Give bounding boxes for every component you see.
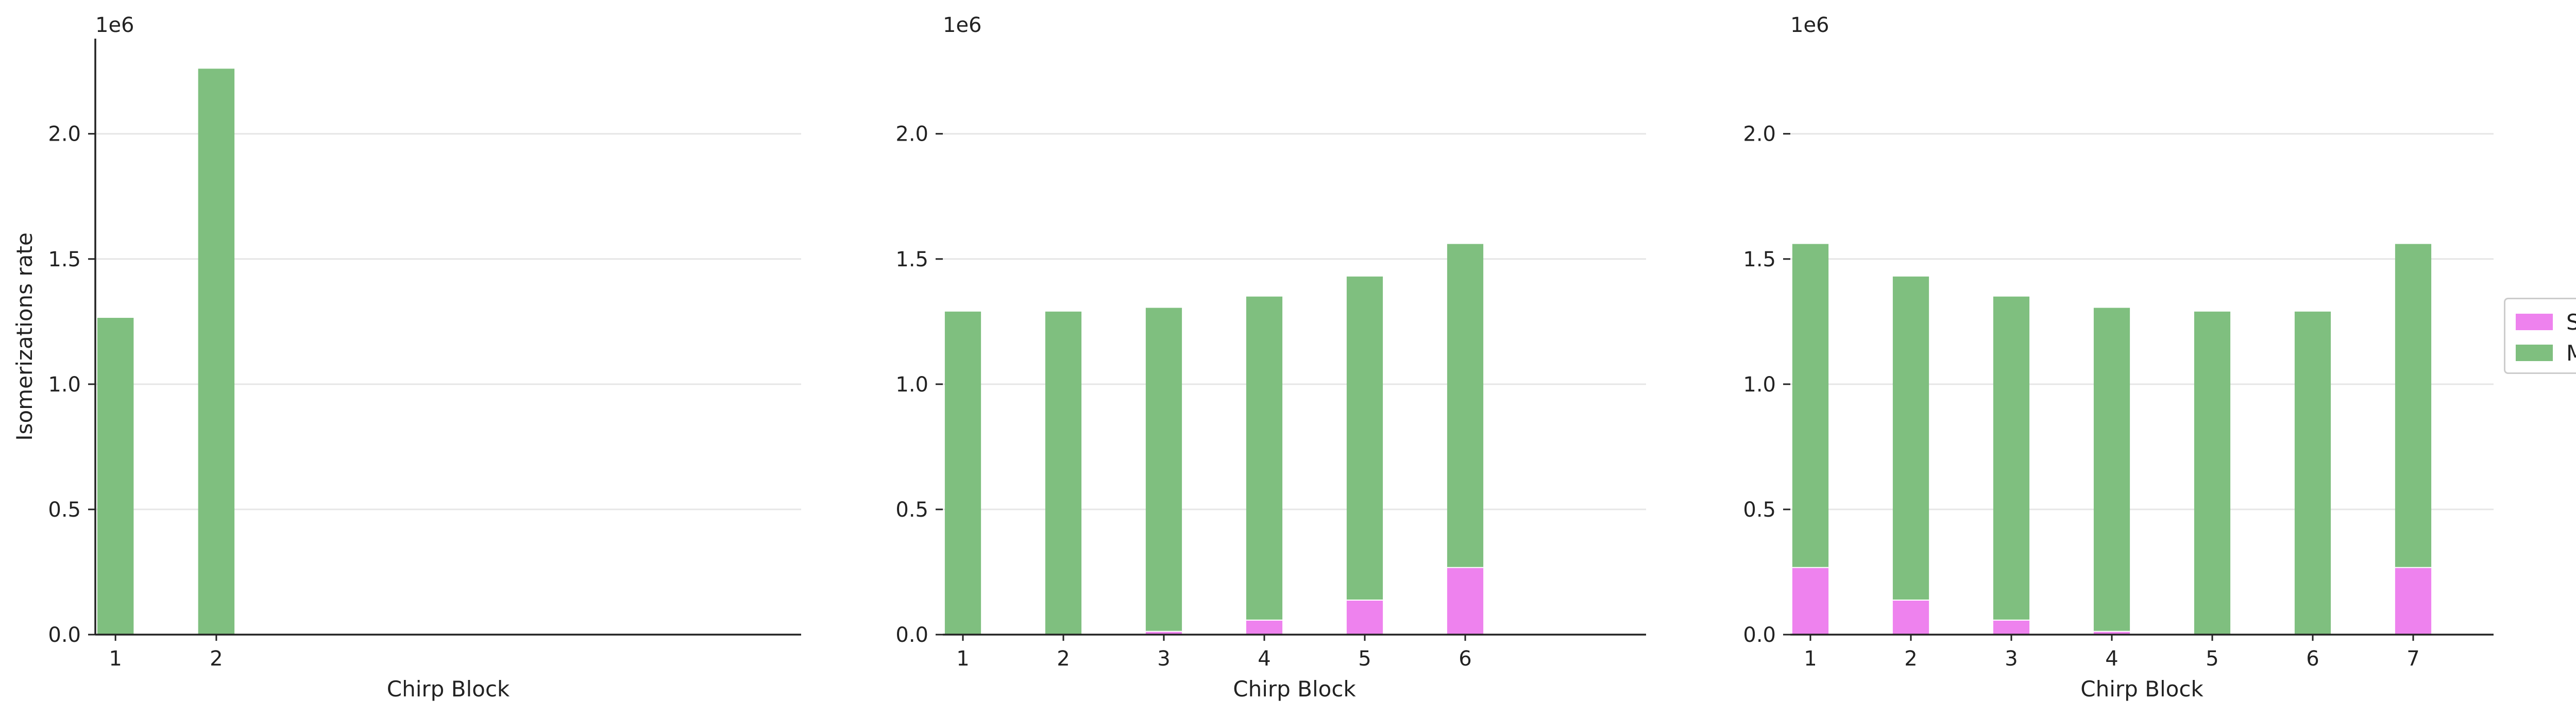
bar-mc [1993, 296, 2030, 620]
y-tick-label: 1.0 [48, 373, 81, 397]
bar-sc [2093, 630, 2130, 635]
y-tick-label: 0.5 [895, 498, 928, 522]
chart-panel-3: 1 2 3 4 5 6 7 0.0 0.5 1.0 1.5 2.0 1e6 Chirp Block [1743, 13, 2494, 702]
y-tick-label: 0.0 [895, 623, 928, 647]
bar-mc [1792, 244, 1829, 567]
x-axis-label: Chirp Block [2080, 676, 2204, 702]
y-tick-label: 0.5 [48, 498, 81, 522]
bar-mc [1892, 276, 1929, 600]
x-tick-label: 1 [956, 647, 969, 671]
x-tick-label: 5 [1358, 647, 1371, 671]
bar-sc [1346, 599, 1383, 635]
x-tick-label: 6 [2306, 647, 2319, 671]
bar-mc [2093, 308, 2130, 631]
x-tick-label: 4 [1258, 647, 1270, 671]
x-axis-label: Chirp Block [1233, 676, 1356, 702]
y-offset-label: 1e6 [95, 13, 134, 37]
bar-mc [2294, 311, 2331, 635]
x-tick-label: 7 [2406, 647, 2419, 671]
bar-sc [1792, 567, 1829, 635]
chart-panel-1: 1 2 0.0 0.5 1.0 1.5 2.0 1e6 Chirp Block Isomeriza… [12, 13, 801, 702]
y-offset-label: 1e6 [1790, 13, 1829, 37]
y-axis-label: Isomerizations rate [12, 232, 37, 440]
y-tick-label: 1.0 [895, 373, 928, 397]
x-tick-label: 3 [2005, 647, 2018, 671]
bar-sc [1246, 619, 1283, 635]
bar-mc [2194, 311, 2231, 635]
bar-mc [1045, 311, 1082, 635]
bar-sc [1447, 567, 1484, 635]
y-tick-label: 0.0 [1743, 623, 1776, 647]
y-tick-label: 1.5 [48, 248, 81, 271]
x-tick-label: 1 [109, 647, 122, 671]
y-tick-label: 1.5 [895, 248, 928, 271]
bar-sc [2395, 567, 2432, 635]
x-tick-label: 5 [2206, 647, 2218, 671]
bar-mc [2395, 244, 2432, 567]
legend-swatch-mc [2516, 345, 2553, 361]
y-tick-label: 2.0 [48, 123, 81, 146]
y-tick-label: 2.0 [895, 123, 928, 146]
bar-mc [1145, 308, 1182, 631]
y-tick-label: 1.0 [1743, 373, 1776, 397]
y-tick-label: 1.5 [1743, 248, 1776, 271]
bar-sc [1145, 630, 1182, 635]
legend: Sc Mc [2504, 298, 2576, 374]
legend-label-mc: Mc [2566, 340, 2576, 366]
x-tick-label: 2 [1057, 647, 1070, 671]
x-tick-label: 1 [1804, 647, 1817, 671]
bar-mc [1246, 296, 1283, 620]
chart-panel-2: 1 2 3 4 5 6 0.0 0.5 1.0 1.5 2.0 1e6 Chirp Block [895, 13, 1646, 702]
y-tick-label: 0.0 [48, 623, 81, 647]
legend-item-mc: Mc [2516, 340, 2576, 366]
x-tick-label: 2 [210, 647, 223, 671]
x-tick-label: 3 [1157, 647, 1170, 671]
bar-mc [1447, 244, 1484, 567]
y-offset-label: 1e6 [943, 13, 982, 37]
bar-sc [1892, 599, 1929, 635]
x-tick-label: 4 [2105, 647, 2118, 671]
legend-item-sc: Sc [2516, 309, 2576, 335]
bar-mc [1346, 276, 1383, 600]
bar-mc [198, 69, 235, 635]
y-tick-label: 0.5 [1743, 498, 1776, 522]
legend-swatch-sc [2516, 314, 2553, 330]
bar-sc [1993, 619, 2030, 635]
x-tick-label: 2 [1904, 647, 1917, 671]
bar-mc [944, 311, 981, 635]
x-axis-label: Chirp Block [387, 676, 510, 702]
legend-label-sc: Sc [2566, 309, 2576, 335]
y-tick-label: 2.0 [1743, 123, 1776, 146]
x-tick-label: 6 [1459, 647, 1471, 671]
bar-mc [97, 318, 134, 635]
